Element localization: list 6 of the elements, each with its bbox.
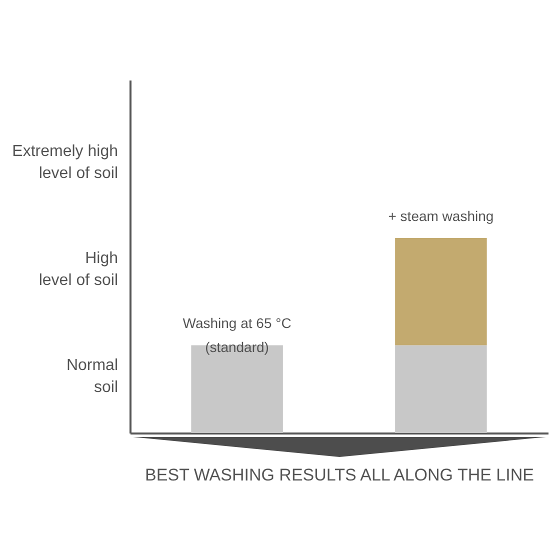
text: + steam washing: [388, 208, 494, 224]
text: Extremely high level of soil: [12, 143, 118, 182]
text: Normal soil: [66, 357, 118, 396]
text: High level of soil: [38, 250, 118, 289]
annotation: Washing at 65 °C (standard): [182, 315, 292, 356]
x-axis-title: BEST WASHING RESULTS ALL ALONG THE LINE: [145, 466, 534, 484]
